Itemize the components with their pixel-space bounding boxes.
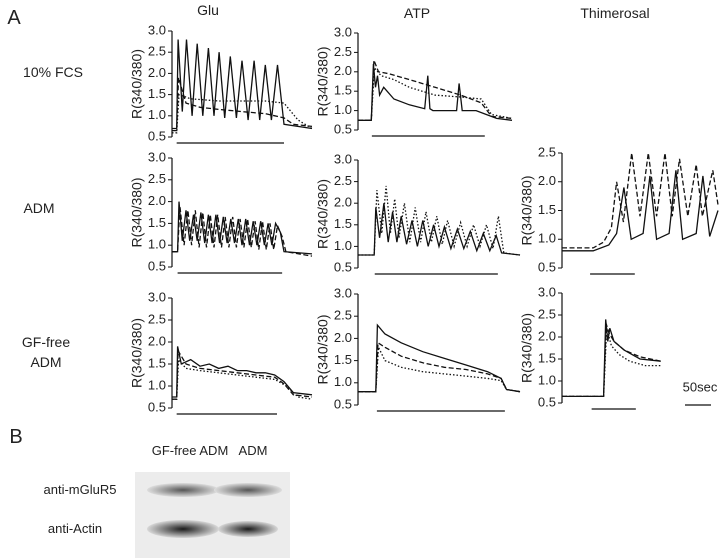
y-tick-label: 2.0 [148,333,166,348]
y-tick-label: 2.5 [538,306,556,321]
y-tick-label: 1.0 [538,372,556,387]
trace [172,77,313,132]
y-tick-label: 0.5 [148,399,166,414]
y-tick-label: 0.5 [538,394,556,409]
y-tick-label: 1.0 [148,377,166,392]
y-tick-label: 1.5 [538,350,556,365]
column-header: Thimerosal [580,5,650,21]
y-tick-label: 3.0 [148,149,166,164]
trace [172,357,313,400]
scale-bar-label: 50sec [683,379,718,394]
blot-band [218,521,278,537]
y-axis-label: R(340/380) [129,318,145,388]
y-tick-label: 1.5 [148,355,166,370]
blot-band [147,520,219,538]
y-tick-label: 1.5 [148,86,166,101]
y-tick-label: 0.5 [538,259,556,274]
trace [172,348,313,400]
y-tick-label: 1.0 [538,231,556,246]
antibody-label: anti-mGluR5 [43,482,117,497]
y-tick-label: 3.0 [538,284,556,299]
y-tick-label: 2.0 [538,173,556,188]
y-tick-label: 1.0 [148,237,166,252]
trace [172,346,313,398]
trace [562,328,661,398]
y-axis-label: R(340/380) [129,49,145,119]
y-tick-label: 0.5 [148,128,166,143]
y-tick-label: 1.5 [148,215,166,230]
y-axis-label: R(340/380) [129,177,145,247]
trace [562,319,661,398]
trace [358,66,513,121]
panel-label: A [7,7,21,29]
y-tick-label: 2.5 [538,144,556,159]
y-tick-label: 2.5 [334,44,352,59]
column-header: ATP [403,5,431,21]
y-tick-label: 3.0 [148,289,166,304]
column-header: Glu [197,2,219,18]
y-tick-label: 1.5 [334,352,352,367]
y-tick-label: 3.0 [334,151,352,166]
lane-label: GF-free ADM [151,443,229,458]
trace [172,93,313,134]
trace [172,201,313,255]
trace [358,63,513,121]
y-axis-label: R(340/380) [315,179,331,249]
y-tick-label: 2.0 [538,328,556,343]
y-tick-label: 2.5 [148,44,166,59]
trace [562,170,719,252]
y-axis-label: R(340/380) [315,314,331,384]
y-tick-label: 2.5 [148,171,166,186]
y-tick-label: 0.5 [148,258,166,273]
trace [172,39,313,130]
y-tick-label: 2.0 [334,330,352,345]
row-label: 10% FCS [23,64,83,80]
trace [358,323,521,393]
y-tick-label: 3.0 [334,24,352,39]
y-tick-label: 2.5 [334,308,352,323]
y-tick-label: 2.0 [334,63,352,78]
y-tick-label: 2.0 [334,195,352,210]
trace [358,59,513,121]
blot-band [214,483,282,497]
antibody-label: anti-Actin [47,521,103,536]
y-tick-label: 1.0 [334,238,352,253]
y-axis-label: R(340/380) [519,313,535,383]
y-tick-label: 2.5 [148,311,166,326]
trace [172,205,313,257]
y-tick-label: 3.0 [334,285,352,300]
y-tick-label: 1.0 [334,102,352,117]
y-tick-label: 3.0 [148,22,166,37]
panel-label: B [9,426,23,448]
y-tick-label: 1.5 [334,216,352,231]
trace [358,203,521,256]
trace [358,344,521,393]
y-axis-label: R(340/380) [519,175,535,245]
y-tick-label: 0.5 [334,259,352,274]
trace [358,185,521,256]
y-tick-label: 2.0 [148,193,166,208]
trace [562,152,719,249]
blot-band [147,483,219,497]
y-tick-label: 1.5 [334,83,352,98]
y-tick-label: 2.0 [148,65,166,80]
y-tick-label: 0.5 [334,121,352,136]
row-label: ADM [23,200,55,216]
lane-label: ADM [238,443,268,458]
y-axis-label: R(340/380) [315,46,331,116]
y-tick-label: 0.5 [334,396,352,411]
row-label: GF-free ADM [21,334,71,370]
y-tick-label: 1.0 [334,374,352,389]
trace [358,341,521,393]
y-tick-label: 2.5 [334,173,352,188]
y-tick-label: 1.5 [538,202,556,217]
y-tick-label: 1.0 [148,107,166,122]
